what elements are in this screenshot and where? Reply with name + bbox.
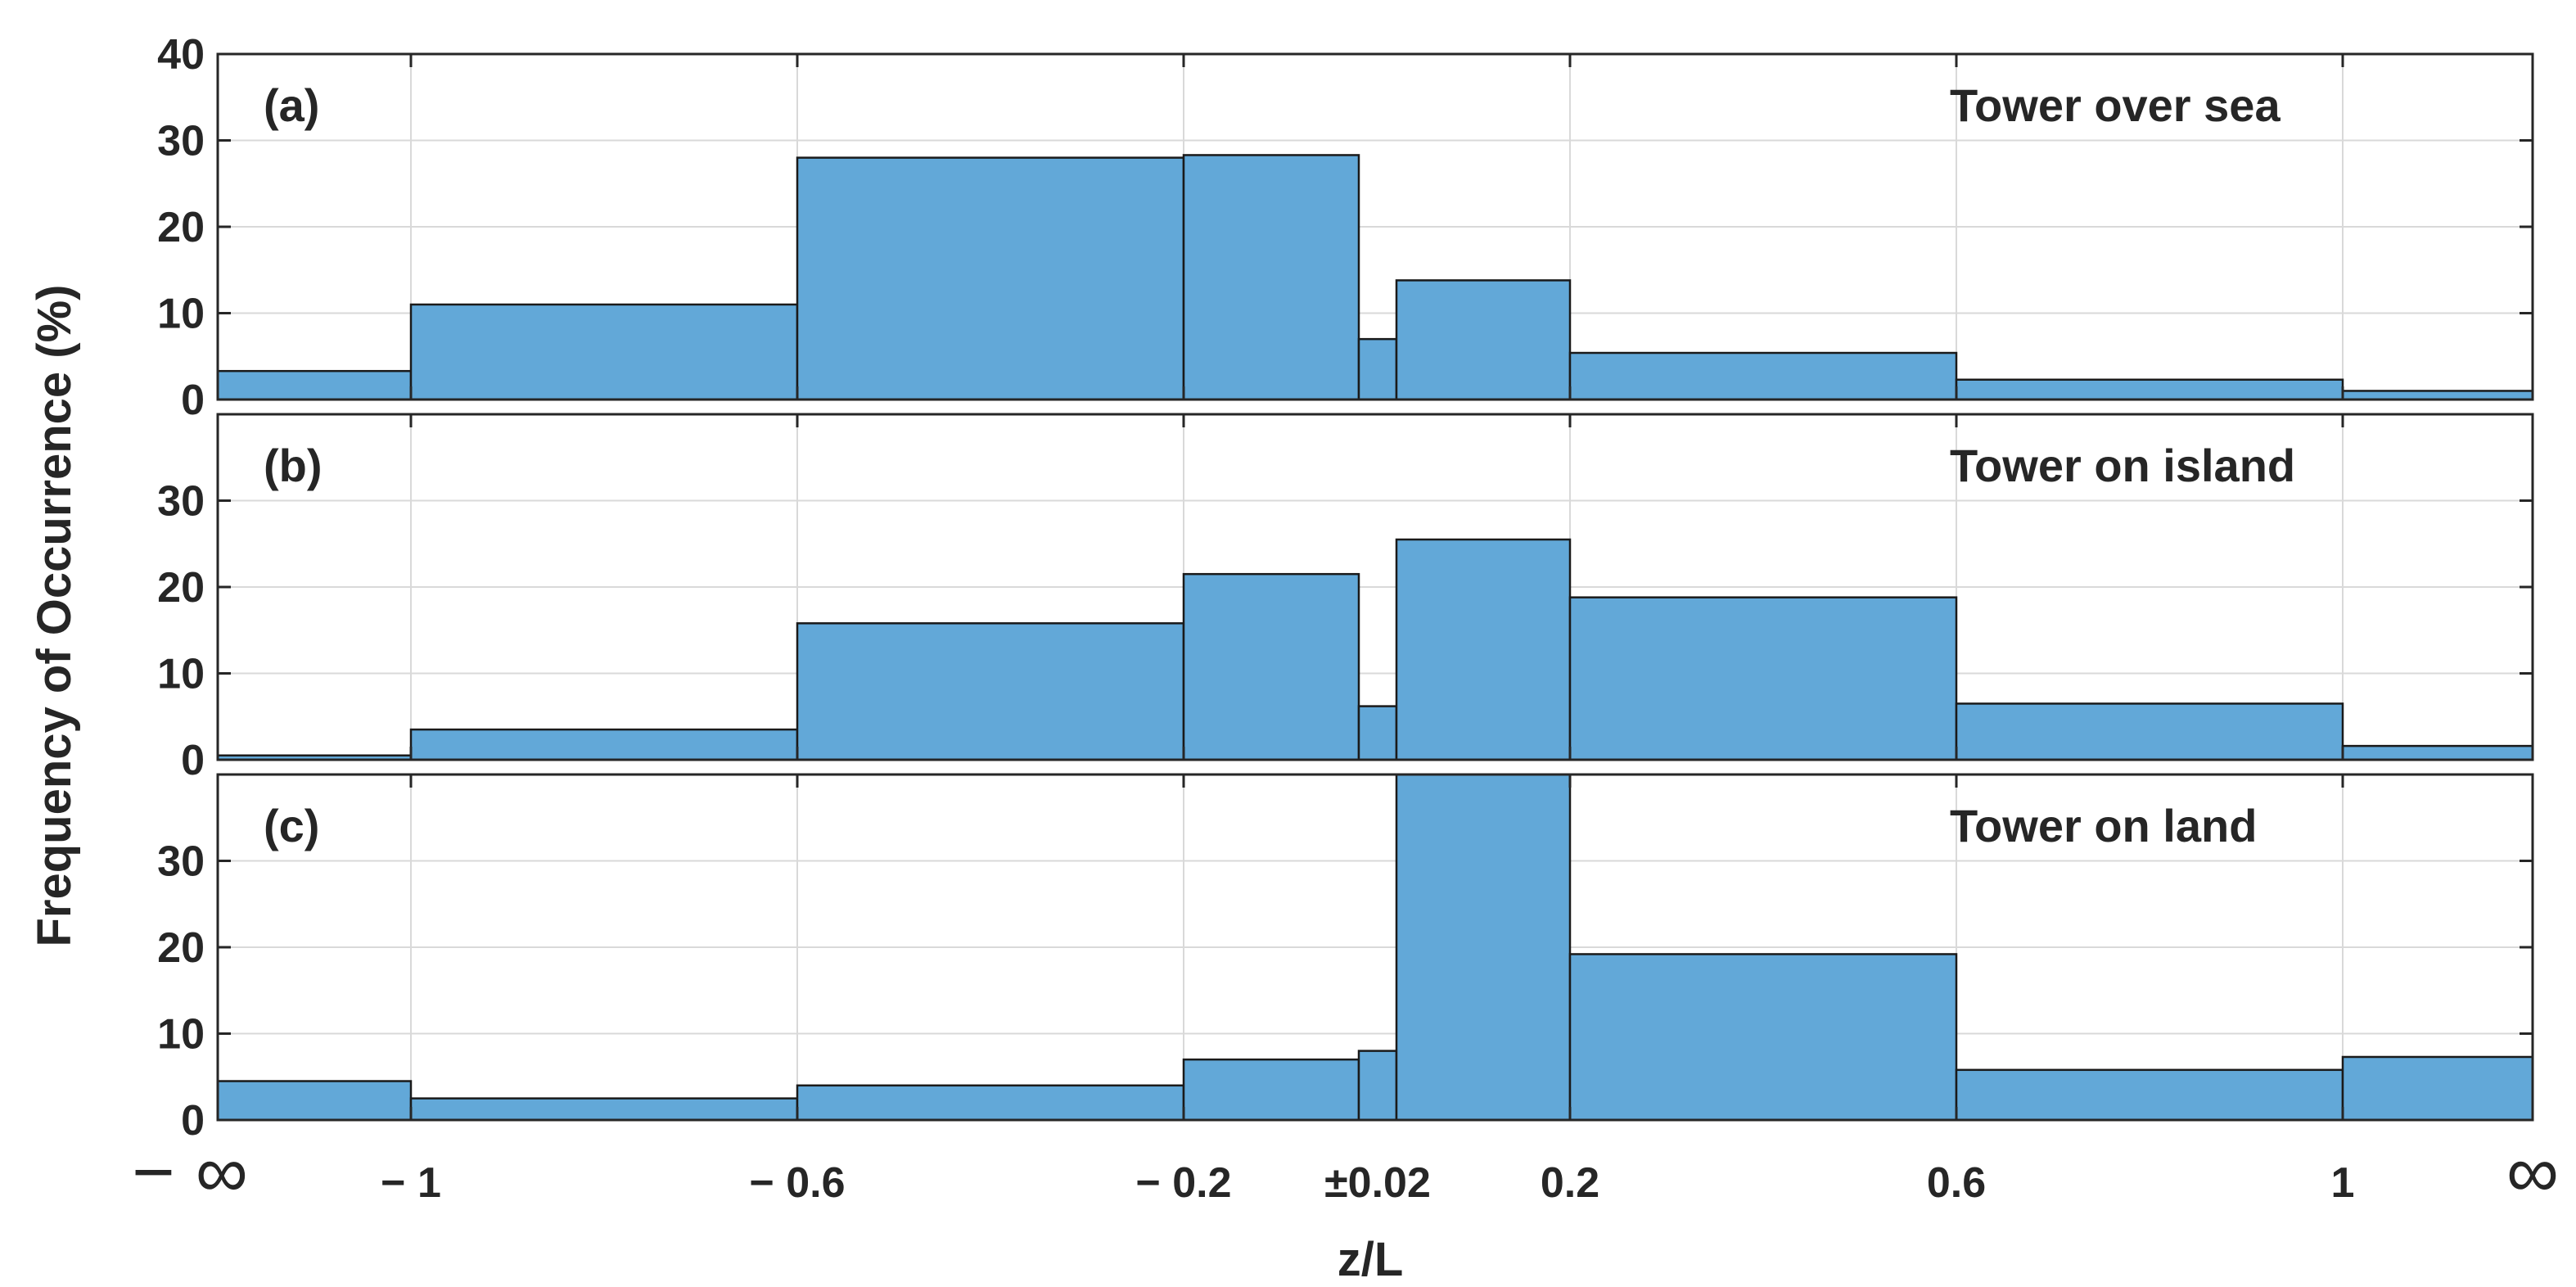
bar-b-6 — [1568, 596, 1958, 760]
panel-a: 0 10 20 30 40 (a) Tower over sea — [157, 31, 2534, 424]
bar-c-8 — [2341, 1055, 2533, 1120]
panel-title: Tower over sea — [1950, 79, 2281, 131]
bars — [218, 538, 2533, 760]
bar-c-4 — [1357, 1050, 1398, 1120]
bar-c-0 — [218, 1080, 413, 1120]
bar-c-3 — [1182, 1058, 1360, 1120]
bar-a-3 — [1182, 154, 1360, 400]
panel-c: 0 10 20 30 (c) Tower on land — [157, 773, 2534, 1145]
bar-b-8 — [2341, 744, 2533, 760]
bar-c-5 — [1395, 774, 1572, 1120]
y-tick-label: 0 — [181, 1097, 205, 1145]
y-tick-label: 10 — [157, 291, 205, 338]
y-tick-label: 0 — [181, 377, 205, 424]
y-tick-label: 30 — [157, 838, 205, 886]
y-tick-label: 10 — [157, 1011, 205, 1059]
y-tick-label: 20 — [157, 924, 205, 972]
x-axis: − ∞ − 1 − 0.6 − 0.2 ±0.02 0.2 0.6 1 ∞ — [132, 1131, 2559, 1213]
panel-label: (a) — [264, 79, 319, 131]
bar-b-7 — [1955, 702, 2344, 760]
x-tick-label: ±0.02 — [1324, 1159, 1431, 1207]
bar-a-6 — [1568, 351, 1958, 400]
x-tick-label: 0.6 — [1927, 1159, 1986, 1207]
y-tick-label: 20 — [157, 564, 205, 612]
panel-label: (b) — [264, 440, 323, 491]
bar-b-2 — [796, 622, 1185, 760]
bars — [218, 154, 2533, 400]
bar-a-4 — [1357, 337, 1398, 400]
y-axis-title: Frequency of Occurrence (%) — [28, 285, 81, 947]
grid — [218, 774, 2533, 1120]
y-tick-label: 10 — [157, 651, 205, 698]
grid — [218, 414, 2533, 760]
x-tick-label: − ∞ — [132, 1131, 248, 1213]
bar-b-3 — [1182, 572, 1360, 760]
bar-a-7 — [1955, 378, 2344, 400]
bar-a-0 — [218, 369, 413, 400]
panel-title: Tower on island — [1950, 440, 2295, 491]
bar-b-4 — [1357, 705, 1398, 760]
x-tick-label: ∞ — [2506, 1131, 2559, 1213]
y-tick-label: 40 — [157, 31, 205, 79]
y-tick-label: 30 — [157, 478, 205, 526]
panel-title: Tower on land — [1950, 800, 2257, 851]
bar-a-8 — [2341, 390, 2533, 400]
bar-a-2 — [796, 156, 1185, 400]
x-tick-label: 0.2 — [1541, 1159, 1599, 1207]
panel-b: 0 10 20 30 (b) Tower on island — [157, 413, 2534, 784]
panel-label: (c) — [264, 800, 319, 851]
bar-c-7 — [1955, 1068, 2344, 1120]
x-tick-label: − 0.2 — [1135, 1159, 1231, 1207]
y-tick-label: 0 — [181, 737, 205, 784]
bar-a-1 — [409, 303, 799, 400]
bar-a-5 — [1395, 279, 1572, 400]
y-tick-label: 30 — [157, 118, 205, 165]
bar-b-5 — [1395, 538, 1572, 760]
bar-c-2 — [796, 1084, 1185, 1120]
x-tick-label: − 0.6 — [749, 1159, 845, 1207]
bar-c-1 — [409, 1097, 799, 1120]
x-axis-title: z/L — [1338, 1233, 1404, 1286]
y-tick-label: 20 — [157, 204, 205, 251]
bars — [218, 774, 2533, 1120]
x-tick-label: − 1 — [381, 1159, 441, 1207]
panels: 0 10 20 30 40 (a) Tower over sea 0 10 20 30 (b) Towe… — [157, 31, 2534, 1145]
x-tick-label: 1 — [2331, 1159, 2355, 1207]
bar-b-1 — [409, 728, 799, 760]
bar-c-6 — [1568, 953, 1958, 1120]
